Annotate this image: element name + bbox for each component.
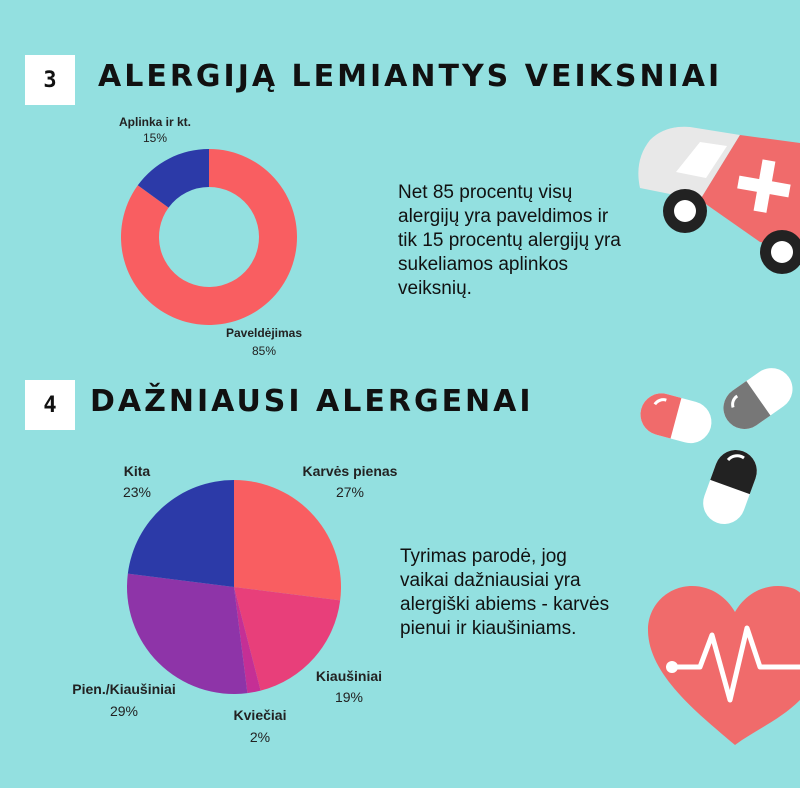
donut-chart-allergy-factors <box>121 149 298 326</box>
pie-label-kiausiniai: Kiaušiniai <box>316 668 382 684</box>
pie-label-pien-kiausiniai: Pien./Kiaušiniai <box>72 681 175 697</box>
section-3-title: ALERGIJĄ LEMIANTYS VEIKSNIAI <box>98 59 723 94</box>
pie-slice-0 <box>234 480 341 601</box>
pie-value-kiausiniai: 19% <box>335 689 363 705</box>
pie-slice-2 <box>234 587 261 694</box>
donut-value-aplinka: 15% <box>143 131 167 145</box>
section-4-title: DAŽNIAUSI ALERGENAI <box>90 384 534 419</box>
donut-value-paveldejimas: 85% <box>252 344 276 358</box>
ambulance-icon <box>638 126 800 274</box>
section-3-description: Net 85 procentų visų alergijų yra paveld… <box>398 182 621 299</box>
pills-icon <box>640 368 793 524</box>
pie-value-kita: 23% <box>123 484 151 500</box>
pie-value-kvieciai: 2% <box>250 729 270 745</box>
pie-slice-3 <box>127 573 248 694</box>
donut-slice-1 <box>137 149 209 208</box>
section-3-number: 3 <box>25 55 75 105</box>
pie-label-karves-pienas: Karvės pienas <box>303 463 398 479</box>
pie-chart-allergens <box>127 480 341 694</box>
section-4-description: Tyrimas parodė, jog vaikai dažniausiai y… <box>400 546 610 639</box>
section-4-number: 4 <box>25 380 75 430</box>
pie-label-kita: Kita <box>124 463 151 479</box>
pie-value-pien-kiausiniai: 29% <box>110 703 138 719</box>
donut-label-aplinka: Aplinka ir kt. <box>119 115 191 129</box>
donut-label-paveldejimas: Paveldėjimas <box>226 326 302 340</box>
donut-slice-0 <box>121 149 298 326</box>
pie-slice-4 <box>127 480 234 587</box>
pie-label-kvieciai: Kviečiai <box>234 707 287 723</box>
pie-slice-1 <box>234 587 341 691</box>
heart-pulse-icon <box>648 586 800 745</box>
pie-value-karves-pienas: 27% <box>336 484 364 500</box>
